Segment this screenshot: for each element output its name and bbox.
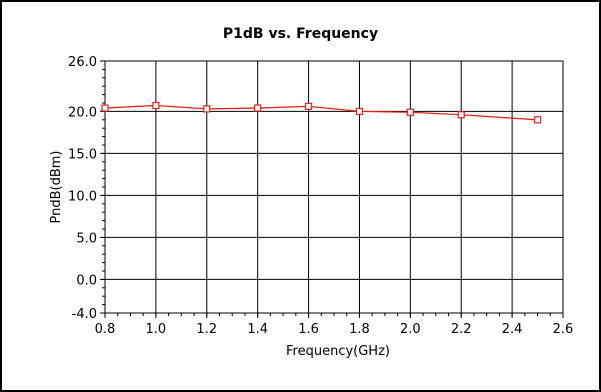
data-point — [355, 107, 364, 116]
data-point — [152, 101, 160, 110]
data-point — [406, 108, 414, 116]
x-tick-label: 1.0 — [146, 322, 167, 337]
chart-title: P1dB vs. Frequency — [222, 26, 379, 42]
x-tick-label: 2.2 — [451, 322, 472, 337]
data-point — [457, 111, 465, 119]
plot-area — [104, 60, 564, 314]
x-tick-label: 1.2 — [196, 322, 217, 337]
y-tick-label: 26.0 — [68, 55, 97, 70]
data-point — [101, 104, 109, 112]
y-tick-labels: -4.0 0.0 5.0 10.0 15.0 20.0 26.0 — [68, 55, 97, 322]
y-axis-label: PndB(dBm) — [49, 151, 64, 224]
y-tick-label: 15.0 — [68, 147, 97, 162]
y-tick-label: -4.0 — [72, 307, 97, 322]
y-tick-label: 5.0 — [76, 231, 97, 246]
y-tick-label: 0.0 — [76, 273, 97, 288]
data-point — [533, 116, 542, 124]
x-tick-label: 1.8 — [349, 322, 370, 337]
data-point — [203, 105, 211, 113]
x-tick-labels: 0.8 1.0 1.2 1.4 1.6 1.8 2.0 2.2 2.4 2.6 — [95, 322, 574, 337]
x-tick-label: 2.4 — [502, 322, 523, 337]
series-group — [101, 101, 542, 124]
x-axis-label: Frequency(GHz) — [286, 344, 390, 359]
minor-ticks — [102, 60, 564, 316]
x-tick-label: 1.6 — [298, 322, 319, 337]
data-point — [304, 102, 313, 110]
x-tick-label: 0.8 — [95, 322, 116, 337]
x-tick-label: 2.0 — [400, 322, 421, 337]
x-tick-label: 2.6 — [553, 322, 574, 337]
x-tick-label: 1.4 — [247, 322, 268, 337]
y-tick-label: 10.0 — [68, 189, 97, 204]
y-tick-label: 20.0 — [68, 105, 97, 120]
data-point — [254, 104, 262, 112]
